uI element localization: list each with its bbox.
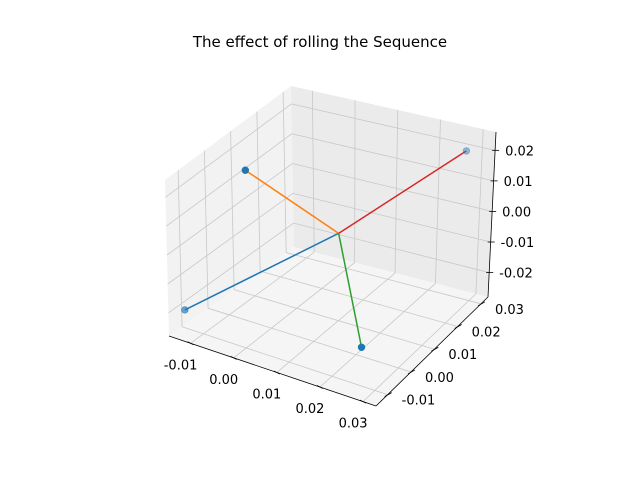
y-axis-line bbox=[375, 296, 489, 407]
x-gridline bbox=[311, 90, 315, 253]
x-gridline bbox=[190, 251, 315, 344]
data-point bbox=[357, 343, 366, 351]
y-tick-mark bbox=[384, 392, 392, 397]
x-gridline bbox=[362, 293, 477, 402]
series-line-4 bbox=[338, 150, 467, 234]
z-gridline bbox=[167, 193, 294, 285]
x-tick-label: 0.03 bbox=[339, 417, 368, 432]
z-gridline bbox=[291, 133, 494, 182]
y-gridline bbox=[282, 91, 287, 253]
series-line-3 bbox=[337, 233, 363, 348]
y-gridline bbox=[177, 170, 183, 327]
x-tick-label: 0.00 bbox=[209, 373, 238, 388]
series-line-2 bbox=[244, 169, 340, 234]
z-tick-label: 0.00 bbox=[502, 205, 531, 220]
x-gridline bbox=[233, 262, 355, 359]
z-gridline bbox=[165, 133, 293, 227]
z-axis-line bbox=[487, 131, 497, 298]
x-tick-mark bbox=[230, 356, 237, 360]
y-tick-mark bbox=[407, 369, 416, 375]
y-gridline bbox=[286, 252, 482, 305]
z-tick-label: -0.01 bbox=[501, 236, 535, 251]
x-tick-label: -0.01 bbox=[164, 358, 198, 373]
y-gridline bbox=[181, 326, 388, 396]
z-tick-label: -0.02 bbox=[499, 267, 533, 282]
x-gridline bbox=[319, 283, 436, 388]
pane-floor bbox=[169, 247, 488, 406]
y-tick-mark bbox=[477, 301, 486, 307]
x-gridline bbox=[435, 119, 441, 284]
y-tick-mark bbox=[454, 324, 462, 329]
data-point bbox=[462, 147, 471, 155]
y-gridline bbox=[230, 131, 235, 290]
z-gridline bbox=[293, 222, 490, 273]
y-tick-mark bbox=[431, 346, 439, 352]
z-tick-label: 0.01 bbox=[504, 175, 533, 190]
series-line-1 bbox=[184, 232, 339, 311]
y-gridline bbox=[203, 150, 209, 309]
z-gridline bbox=[165, 103, 292, 198]
x-tick-mark bbox=[273, 370, 280, 375]
y-gridline bbox=[260, 270, 458, 327]
z-gridline bbox=[292, 192, 491, 243]
x-tick-mark bbox=[359, 399, 367, 404]
z-gridline bbox=[291, 103, 496, 151]
x-gridline bbox=[394, 109, 399, 274]
x-gridline bbox=[475, 129, 484, 294]
z-gridline bbox=[168, 222, 294, 314]
x-tick-mark bbox=[187, 341, 194, 346]
chart-title: The effect of rolling the Sequence bbox=[192, 33, 448, 51]
y-gridline bbox=[256, 111, 261, 272]
y-tick-label: -0.01 bbox=[402, 394, 436, 409]
y-gridline bbox=[233, 289, 435, 350]
y-tick-label: 0.03 bbox=[495, 303, 524, 318]
x-tick-mark bbox=[316, 385, 324, 389]
pane-left bbox=[165, 86, 294, 336]
data-point bbox=[241, 166, 250, 174]
data-point bbox=[181, 306, 189, 314]
z-tick-label: 0.02 bbox=[505, 144, 534, 159]
x-gridline bbox=[276, 272, 396, 373]
x-axis-line bbox=[168, 335, 377, 407]
y-tick-label: 0.00 bbox=[425, 371, 454, 386]
y-gridline bbox=[207, 307, 412, 373]
z-gridline bbox=[166, 163, 293, 256]
x-tick-label: 0.01 bbox=[252, 387, 281, 402]
z-gridline bbox=[292, 163, 493, 212]
x-tick-label: 0.02 bbox=[295, 402, 324, 417]
y-tick-label: 0.01 bbox=[448, 348, 477, 363]
y-tick-label: 0.02 bbox=[472, 326, 501, 341]
